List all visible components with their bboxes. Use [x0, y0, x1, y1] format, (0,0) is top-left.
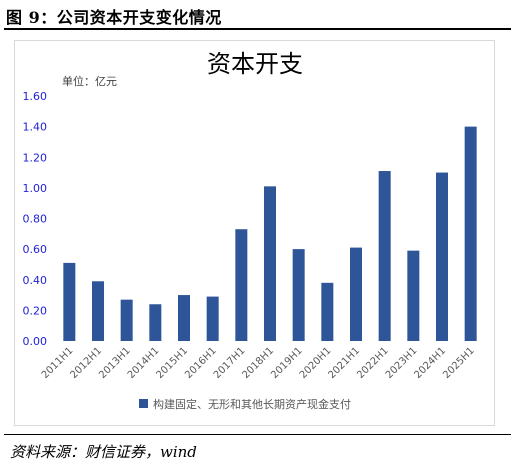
legend-label: 构建固定、无形和其他长期资产现金支付 [153, 397, 351, 411]
y-axis-ticks: 0.00 0.20 0.40 0.60 0.80 1.00 1.20 1.40 1.60 [23, 90, 48, 348]
y-tick-label: 0.40 [23, 274, 48, 287]
top-rule [4, 28, 511, 30]
bar [149, 304, 162, 341]
x-tick-label: 2025H1 [441, 345, 477, 381]
y-tick-label: 0.60 [23, 243, 48, 256]
y-tick-label: 1.00 [23, 182, 48, 195]
bar [436, 172, 448, 341]
bar [407, 250, 420, 341]
bar [235, 229, 248, 341]
bars [63, 126, 477, 341]
y-tick-label: 0.00 [23, 335, 48, 348]
y-tick-label: 1.60 [23, 90, 48, 103]
chart-frame [14, 40, 495, 426]
y-tick-label: 0.20 [23, 304, 48, 317]
y-tick-label: 1.20 [23, 151, 48, 164]
bar [321, 282, 334, 341]
y-tick-label: 1.40 [23, 121, 48, 134]
y-tick-label: 0.80 [23, 213, 48, 226]
figure-caption: 图 9：公司资本开支变化情况 [6, 8, 222, 27]
bar [350, 247, 362, 341]
unit-label: 单位：亿元 [62, 74, 117, 88]
chart-title: 资本开支 [207, 50, 303, 78]
bar [292, 249, 305, 341]
bar [92, 281, 104, 341]
source-note: 资料来源：财信证券，wind [10, 443, 197, 461]
bar [378, 171, 391, 341]
bar [206, 296, 219, 341]
bottom-rule [4, 434, 511, 435]
x-axis-ticks: 2011H12012H12013H12014H12015H12016H12017… [40, 345, 477, 381]
legend-swatch [139, 399, 148, 408]
bar [264, 186, 276, 341]
bar [464, 126, 477, 341]
bar [63, 262, 76, 341]
legend: 构建固定、无形和其他长期资产现金支付 [139, 397, 351, 411]
bar [178, 295, 190, 341]
bar [120, 299, 133, 341]
